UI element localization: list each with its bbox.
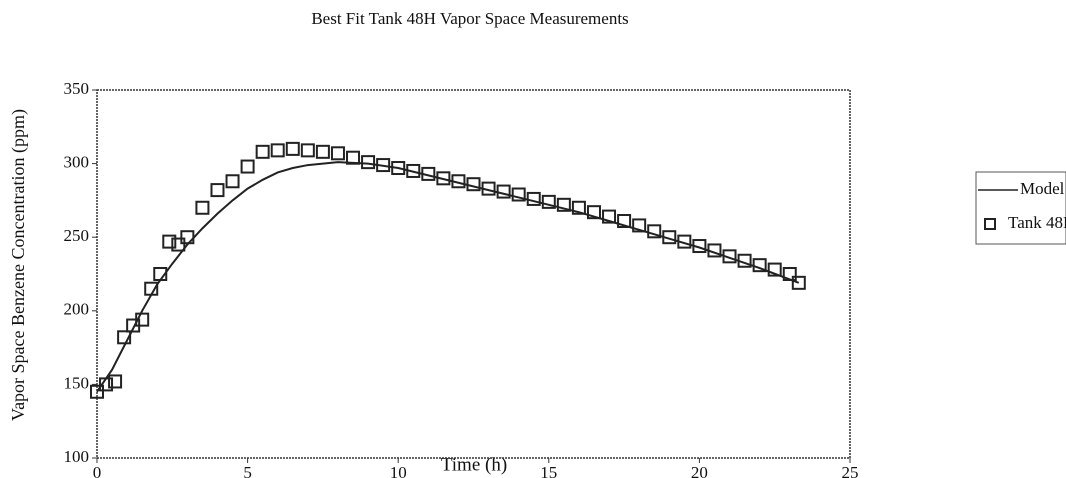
data-point (767, 262, 782, 277)
y-tick-label: 300 (64, 153, 90, 172)
data-point (210, 183, 225, 198)
data-point (90, 384, 104, 399)
data-point (108, 374, 123, 389)
y-axis-label: Vapor Space Benzene Concentration (ppm) (8, 109, 29, 421)
data-point (586, 205, 601, 220)
y-tick-label: 200 (64, 300, 90, 319)
data-point (300, 143, 315, 158)
data-point (162, 234, 177, 249)
data-point (391, 161, 406, 176)
data-point (240, 159, 255, 174)
data-point (496, 184, 511, 199)
x-tick-label: 15 (540, 463, 557, 478)
data-point (466, 177, 481, 192)
x-tick-label: 0 (93, 463, 102, 478)
data-point (117, 330, 132, 345)
data-point (144, 281, 159, 296)
x-tick-label: 20 (691, 463, 708, 478)
data-point (99, 377, 114, 392)
legend-label: Model (1020, 179, 1065, 198)
data-point (315, 144, 330, 159)
data-point (180, 230, 195, 245)
x-tick-label: 5 (243, 463, 252, 478)
data-point (692, 239, 707, 254)
x-tick-label: 10 (390, 463, 407, 478)
data-point (346, 150, 361, 165)
data-point (632, 218, 647, 233)
data-point (511, 187, 526, 202)
data-point (451, 174, 466, 189)
data-point (330, 146, 345, 161)
data-point (662, 230, 677, 245)
data-point (135, 312, 150, 327)
data-point (752, 258, 767, 273)
data-point (617, 214, 632, 229)
data-point (541, 194, 556, 209)
data-point (153, 267, 168, 281)
chart-title: Best Fit Tank 48H Vapor Space Measuremen… (311, 9, 628, 28)
y-tick-label: 150 (64, 373, 90, 392)
legend-box (975, 171, 1066, 245)
data-point (376, 158, 391, 173)
data-point (270, 143, 285, 158)
data-point (556, 197, 571, 212)
y-tick-label: 350 (64, 79, 90, 98)
legend-marker (984, 218, 996, 230)
data-point (285, 141, 300, 156)
x-tick-label: 25 (842, 463, 859, 478)
data-point (421, 166, 436, 181)
data-point (722, 249, 737, 264)
data-point (481, 181, 496, 196)
y-tick-label: 100 (64, 447, 90, 466)
legend-label: Tank 48H (1008, 213, 1066, 232)
y-tick-label: 250 (64, 226, 90, 245)
data-point (677, 234, 692, 249)
data-point (255, 144, 270, 159)
x-axis-label: Time (h) (441, 454, 507, 475)
data-point (195, 200, 210, 215)
data-point (406, 163, 421, 178)
data-point (602, 209, 617, 224)
data-point (171, 237, 186, 252)
data-point (791, 275, 806, 290)
data-point (647, 224, 662, 239)
data-point (225, 174, 240, 189)
data-point (436, 171, 451, 186)
data-point (707, 243, 722, 258)
data-point (526, 191, 541, 206)
model-line (96, 161, 800, 393)
data-point (361, 155, 376, 170)
plot-area (96, 89, 851, 459)
data-point (571, 200, 586, 215)
data-point (782, 267, 797, 281)
data-point (737, 253, 752, 268)
